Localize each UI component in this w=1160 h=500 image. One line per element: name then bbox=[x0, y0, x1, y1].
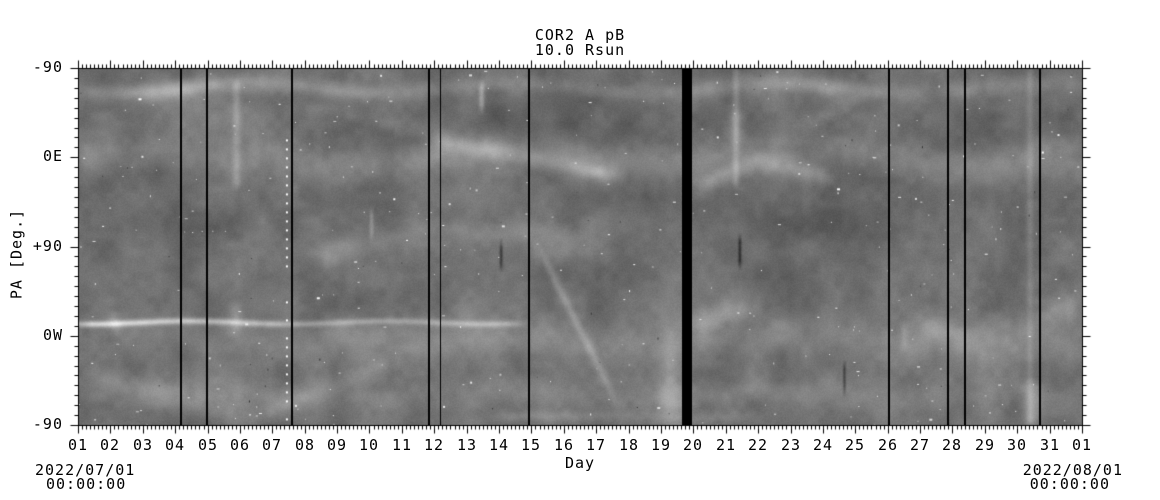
end-time: 00:00:00 bbox=[1029, 475, 1110, 493]
x-tick-label: 12 bbox=[423, 436, 445, 454]
x-tick-label: 19 bbox=[650, 436, 672, 454]
x-tick-label: 23 bbox=[780, 436, 802, 454]
y-tick-label: 0W bbox=[42, 326, 63, 344]
plot-title: COR2 A pB bbox=[534, 26, 626, 44]
x-tick-label: 27 bbox=[909, 436, 931, 454]
x-tick-label: 14 bbox=[488, 436, 510, 454]
x-tick-label: 20 bbox=[682, 436, 704, 454]
y-tick-label: -90 bbox=[32, 415, 63, 433]
x-tick-label: 05 bbox=[197, 436, 219, 454]
x-tick-label: 31 bbox=[1039, 436, 1061, 454]
x-tick-label: 25 bbox=[844, 436, 866, 454]
x-tick-label: 13 bbox=[456, 436, 478, 454]
x-tick-label: 17 bbox=[585, 436, 607, 454]
x-tick-label: 06 bbox=[229, 436, 251, 454]
x-tick-label: 16 bbox=[553, 436, 575, 454]
y-tick-label: 0E bbox=[42, 147, 63, 165]
end-date: 2022/08/01 bbox=[1022, 461, 1123, 479]
x-tick-label: 09 bbox=[326, 436, 348, 454]
x-tick-label: 28 bbox=[941, 436, 963, 454]
x-tick-label: 21 bbox=[715, 436, 737, 454]
y-axis-label: PA [Deg.] bbox=[7, 208, 26, 300]
y-tick-label: +90 bbox=[32, 237, 63, 255]
x-tick-label: 11 bbox=[391, 436, 413, 454]
x-tick-label: 29 bbox=[974, 436, 996, 454]
plot-subtitle: 10.0 Rsun bbox=[534, 41, 626, 59]
x-tick-label: 30 bbox=[1006, 436, 1028, 454]
x-axis-label: Day bbox=[564, 454, 596, 472]
x-tick-label: 15 bbox=[520, 436, 542, 454]
x-tick-label: 18 bbox=[618, 436, 640, 454]
x-tick-label: 02 bbox=[99, 436, 121, 454]
y-tick-label: -90 bbox=[32, 58, 63, 76]
x-tick-label: 24 bbox=[812, 436, 834, 454]
x-tick-label: 26 bbox=[877, 436, 899, 454]
x-tick-label: 10 bbox=[358, 436, 380, 454]
x-tick-label: 07 bbox=[261, 436, 283, 454]
start-date: 2022/07/01 bbox=[35, 461, 136, 479]
x-tick-label: 04 bbox=[164, 436, 186, 454]
start-time: 00:00:00 bbox=[46, 475, 127, 493]
x-tick-label: 03 bbox=[132, 436, 154, 454]
x-tick-label: 01 bbox=[1071, 436, 1093, 454]
x-tick-label: 01 bbox=[67, 436, 89, 454]
x-tick-label: 22 bbox=[747, 436, 769, 454]
x-tick-label: 08 bbox=[294, 436, 316, 454]
